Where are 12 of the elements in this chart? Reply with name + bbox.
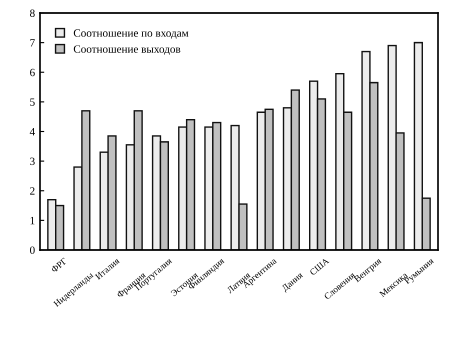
y-tick-label: 1 — [30, 216, 34, 224]
legend-label: Соотношение по входам — [74, 29, 188, 39]
y-tick-label: 8 — [30, 9, 35, 17]
y-tick-label: 2 — [30, 187, 35, 195]
x-tick-label: ФРГ — [50, 258, 68, 273]
y-tick-label: 0 — [30, 246, 35, 254]
y-tick-label: 3 — [30, 158, 35, 166]
y-tick-label: 5 — [30, 98, 35, 106]
y-tick-label: 4 — [30, 128, 35, 136]
y-tick-label: 6 — [30, 68, 35, 76]
legend-label: Соотношение выходов — [74, 45, 180, 55]
y-tick-label: 7 — [30, 39, 35, 46]
